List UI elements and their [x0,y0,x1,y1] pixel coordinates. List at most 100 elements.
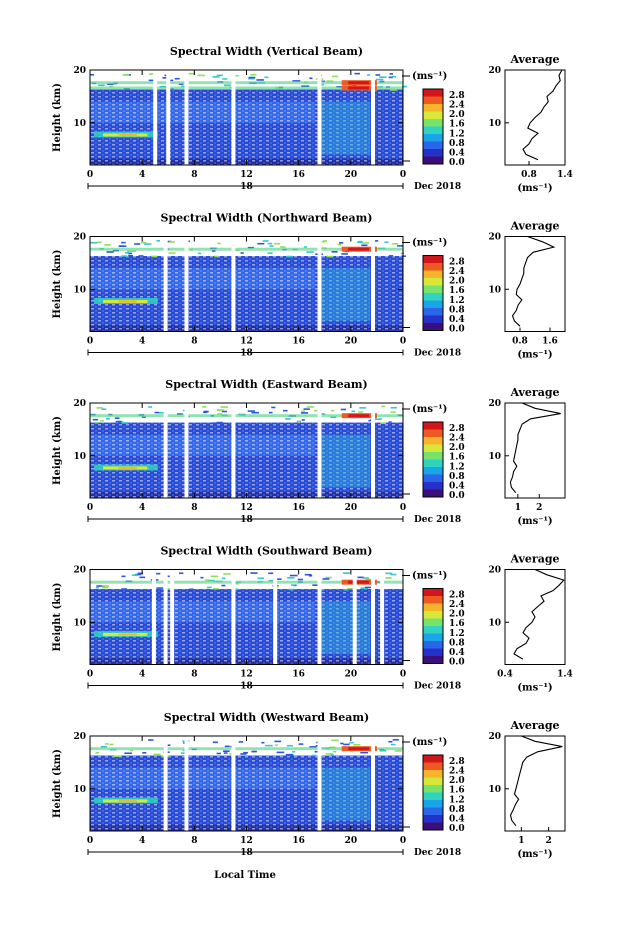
heatmap-cell [211,422,217,424]
heatmap-cell [365,578,374,581]
heatmap-cell [361,242,370,244]
y-axis-label: Height (km) [52,250,63,319]
date-label: Dec 2018 [414,182,461,192]
heatmap-cell [128,254,133,257]
heatmap-cell [257,577,264,580]
panel-title: Spectral Width (Southward Beam) [160,545,372,558]
data-gap [317,569,322,665]
heatmap-texture [90,589,403,665]
heatmap-cell [207,579,216,582]
colorbar-tick-label: 1.6 [449,120,465,130]
heatmap-cell [94,421,99,424]
colorbar-tick-label: 2.8 [449,591,465,601]
average-x-label: (ms⁻¹) [517,683,552,694]
heatmap-cell [100,745,107,748]
heatmap-cell [216,752,221,755]
heatmap-cell [285,753,294,756]
colorbar-tick-label: 0.0 [449,824,465,834]
x-tick-label: 8 [191,170,197,180]
heatmap-cell [314,409,319,412]
colorbar-segment [423,588,443,597]
colorbar-tick-label: 2.0 [449,443,465,453]
heatmap-cell [401,255,406,257]
high-width-layer [118,300,137,303]
x-tick-label: 4 [139,337,145,347]
heatmap-cell [274,242,281,245]
heatmap-cell [220,406,228,408]
heatmap-cell [124,752,132,755]
heatmap-cell [331,75,339,78]
colorbar-segment [423,285,443,294]
heatmap-cell [214,255,219,258]
heatmap-cell [361,244,368,247]
colorbar-segment [423,111,443,120]
heatmap-cell [156,572,161,575]
colorbar-tick-label: 1.2 [449,129,465,139]
colorbar-segment [423,792,443,801]
average-profile: Average 10 20 1 2 (ms⁻¹) [488,386,566,527]
heatmap-cell [362,577,369,579]
heatmap-cell [197,252,202,255]
colorbar-segment [423,300,443,309]
heatmap-turbulent-region [319,434,371,488]
average-profile: Average 10 20 1 2 (ms⁻¹) [488,719,566,860]
colorbar-segment [423,777,443,786]
colorbar-segment [423,800,443,808]
heatmap-cell [257,242,265,245]
colorbar-tick-label: 0.8 [449,472,465,482]
colorbar-unit: (ms⁻¹) [412,737,447,748]
heatmap-cell [397,245,404,247]
heatmap-cell [286,744,293,747]
heatmap-cell [142,751,147,754]
panel-title: Spectral Width (Vertical Beam) [170,45,363,58]
average-x-tick-label: 0.8 [521,170,537,180]
heatmap-cell [115,420,122,423]
average-title: Average [509,719,559,732]
y-tick-label: 20 [73,732,86,742]
heatmap-cell [286,255,293,258]
heatmap-cell [247,410,255,412]
y-tick-label: 10 [73,618,86,628]
high-width-layer [90,81,403,85]
data-gap [317,403,322,498]
heatmap-cell [96,407,103,409]
heatmap-cell [332,750,337,753]
heatmap-cell [174,77,180,80]
data-gap [380,569,385,665]
x-tick-label: 8 [191,337,197,347]
heatmap-cell [251,411,259,414]
heatmap-cell [169,241,175,243]
heatmap-cell [374,418,382,421]
colorbar-segment [423,755,443,763]
heatmap-cell [148,739,154,741]
heatmap-cell [320,83,325,86]
average-x-label: (ms⁻¹) [517,516,552,527]
panel-2: Spectral Width (Northward Beam) 10 20 Heigh… [52,212,566,361]
heatmap-cell [390,406,397,409]
colorbar-segment [423,437,443,445]
average-x-label: (ms⁻¹) [517,849,552,860]
heatmap-cell [100,419,104,422]
date-label: Dec 2018 [414,682,461,692]
heatmap-cell [269,245,274,247]
heatmap-cell [248,76,256,79]
colorbar-segment [423,474,443,483]
heatmap-cell [247,246,254,249]
data-gap [184,403,189,498]
heatmap-cell [289,574,298,577]
y-tick-label: 20 [73,566,86,576]
x-tick-label: 4 [139,503,145,513]
heatmap-cell [340,742,344,745]
heatmap-cell [292,80,301,82]
high-width-layer [90,414,403,418]
panel-title: Spectral Width (Westward Beam) [164,711,369,724]
heatmap-cell [379,76,387,78]
x-tick-label: 16 [292,503,305,513]
day-label: 18 [240,515,253,525]
heatmap-cell [164,588,171,590]
colorbar-segment [423,641,443,649]
average-y-tick-label: 10 [488,285,501,295]
heatmap-cell [97,241,102,244]
colorbar-segment [423,141,443,150]
average-profile: Average 10 20 0.8 1.6 (ms⁻¹) [488,220,566,361]
